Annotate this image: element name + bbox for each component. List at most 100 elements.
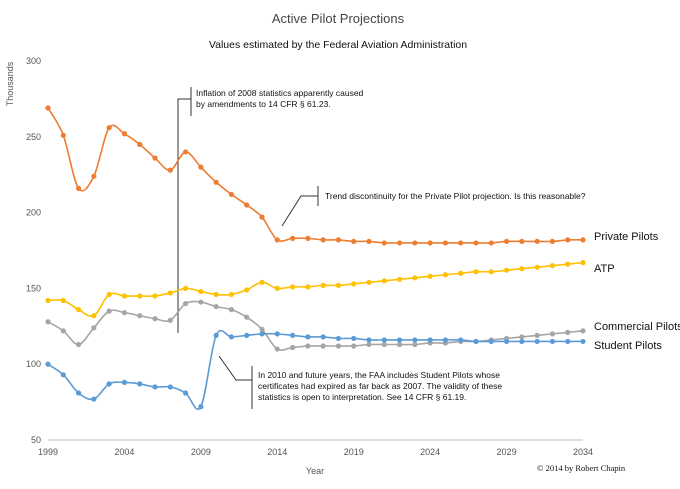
data-point-student-pilots bbox=[152, 384, 158, 390]
data-point-private-pilots bbox=[580, 237, 586, 243]
data-point-atp bbox=[427, 273, 433, 279]
data-point-atp bbox=[91, 313, 97, 319]
data-point-student-pilots bbox=[473, 338, 479, 345]
data-point-private-pilots bbox=[565, 237, 571, 243]
series-line-atp bbox=[47, 261, 584, 318]
data-point-atp bbox=[396, 276, 403, 282]
data-point-private-pilots bbox=[335, 237, 342, 243]
data-point-private-pilots bbox=[412, 240, 418, 246]
annotation-private-line-1: Trend discontinuity for the Private Pilo… bbox=[325, 191, 586, 201]
data-point-atp bbox=[305, 284, 311, 290]
data-point-commercial-pilots bbox=[60, 328, 66, 334]
data-point-commercial-pilots bbox=[213, 303, 219, 310]
data-point-commercial-pilots bbox=[351, 343, 357, 349]
annotation-bracket-student bbox=[218, 355, 252, 381]
series-label-student-pilots: Student Pilots bbox=[594, 340, 662, 352]
data-point-atp bbox=[259, 279, 265, 285]
data-point-student-pilots bbox=[244, 332, 250, 338]
data-point-atp bbox=[549, 263, 556, 269]
data-point-student-pilots bbox=[381, 337, 387, 343]
data-point-atp bbox=[167, 290, 173, 296]
data-point-commercial-pilots bbox=[519, 334, 525, 340]
data-point-private-pilots bbox=[75, 185, 82, 191]
y-tick-label: 200 bbox=[26, 208, 41, 218]
annotation-note-student: In 2010 and future years, the FAA includ… bbox=[258, 370, 502, 402]
data-point-atp bbox=[244, 287, 250, 293]
data-point-atp bbox=[45, 297, 51, 304]
data-point-atp bbox=[381, 278, 387, 284]
data-point-student-pilots bbox=[182, 390, 189, 396]
data-point-atp bbox=[106, 291, 112, 298]
data-point-atp bbox=[534, 264, 540, 270]
data-point-private-pilots bbox=[106, 125, 112, 131]
data-point-student-pilots bbox=[121, 379, 128, 385]
x-tick-label: 2034 bbox=[573, 447, 593, 457]
annotation-student-line-1: In 2010 and future years, the FAA includ… bbox=[258, 370, 500, 380]
data-point-commercial-pilots bbox=[274, 346, 280, 352]
data-point-commercial-pilots bbox=[75, 341, 82, 348]
data-point-commercial-pilots bbox=[106, 308, 112, 314]
data-point-private-pilots bbox=[549, 238, 556, 245]
data-point-private-pilots bbox=[458, 240, 464, 246]
data-point-private-pilots bbox=[152, 155, 158, 161]
data-point-student-pilots bbox=[60, 372, 66, 378]
annotation-2008-line-2: by amendments to 14 CFR § 61.23. bbox=[196, 99, 331, 109]
data-point-atp bbox=[289, 284, 296, 290]
chart-subtitle: Values estimated by the Federal Aviation… bbox=[209, 39, 467, 51]
data-point-private-pilots bbox=[519, 238, 525, 245]
data-point-student-pilots bbox=[442, 337, 449, 343]
data-point-atp bbox=[488, 269, 494, 275]
data-point-commercial-pilots bbox=[381, 341, 387, 348]
data-point-private-pilots bbox=[534, 238, 540, 245]
data-point-private-pilots bbox=[320, 237, 326, 243]
data-point-private-pilots bbox=[503, 238, 510, 245]
data-point-student-pilots bbox=[137, 381, 143, 387]
data-point-commercial-pilots bbox=[412, 341, 418, 348]
data-point-commercial-pilots bbox=[167, 317, 173, 323]
data-point-student-pilots bbox=[519, 338, 525, 345]
annotation-note-2008: Inflation of 2008 statistics apparently … bbox=[196, 88, 364, 109]
data-point-student-pilots bbox=[351, 335, 357, 342]
data-point-commercial-pilots bbox=[534, 332, 540, 338]
data-point-student-pilots bbox=[106, 381, 112, 387]
data-point-atp bbox=[503, 267, 510, 273]
data-point-atp bbox=[121, 293, 128, 299]
data-point-student-pilots bbox=[213, 332, 219, 338]
data-point-private-pilots bbox=[442, 240, 449, 246]
x-tick-label: 2024 bbox=[420, 447, 440, 457]
data-point-private-pilots bbox=[473, 240, 479, 246]
data-point-atp bbox=[228, 291, 235, 298]
data-point-student-pilots bbox=[488, 338, 494, 345]
annotation-bracket-private bbox=[281, 195, 318, 227]
data-point-student-pilots bbox=[458, 337, 464, 343]
data-point-student-pilots bbox=[167, 384, 173, 390]
data-point-private-pilots bbox=[396, 240, 403, 246]
data-point-commercial-pilots bbox=[366, 341, 372, 348]
data-point-private-pilots bbox=[259, 214, 265, 220]
data-point-commercial-pilots bbox=[91, 325, 97, 331]
y-tick-label: 50 bbox=[31, 435, 41, 445]
x-tick-label: 2009 bbox=[191, 447, 211, 457]
series-label-commercial-pilots: Commercial Pilots bbox=[594, 321, 680, 333]
data-point-private-pilots bbox=[244, 202, 250, 208]
data-point-private-pilots bbox=[91, 173, 97, 179]
data-point-private-pilots bbox=[167, 167, 173, 173]
x-tick-label: 2004 bbox=[114, 447, 134, 457]
x-tick-label: 1999 bbox=[38, 447, 58, 457]
data-point-private-pilots bbox=[182, 149, 189, 155]
data-point-commercial-pilots bbox=[137, 313, 143, 319]
data-point-student-pilots bbox=[580, 338, 586, 345]
data-point-private-pilots bbox=[137, 141, 143, 147]
annotation-bracket-2008 bbox=[177, 98, 191, 333]
data-point-private-pilots bbox=[228, 191, 235, 198]
data-point-commercial-pilots bbox=[198, 299, 204, 305]
data-point-student-pilots bbox=[305, 334, 311, 340]
x-tick-labels: 1999 2004 2009 2014 2019 2024 2029 2034 bbox=[38, 447, 593, 457]
data-point-commercial-pilots bbox=[244, 314, 250, 320]
annotation-student-line-2: certificates had expired as far back as … bbox=[258, 381, 502, 391]
data-point-commercial-pilots bbox=[289, 344, 296, 351]
data-point-student-pilots bbox=[91, 396, 97, 402]
data-point-private-pilots bbox=[305, 235, 311, 241]
data-point-student-pilots bbox=[396, 337, 403, 343]
series-label-private-pilots: Private Pilots bbox=[594, 231, 659, 243]
